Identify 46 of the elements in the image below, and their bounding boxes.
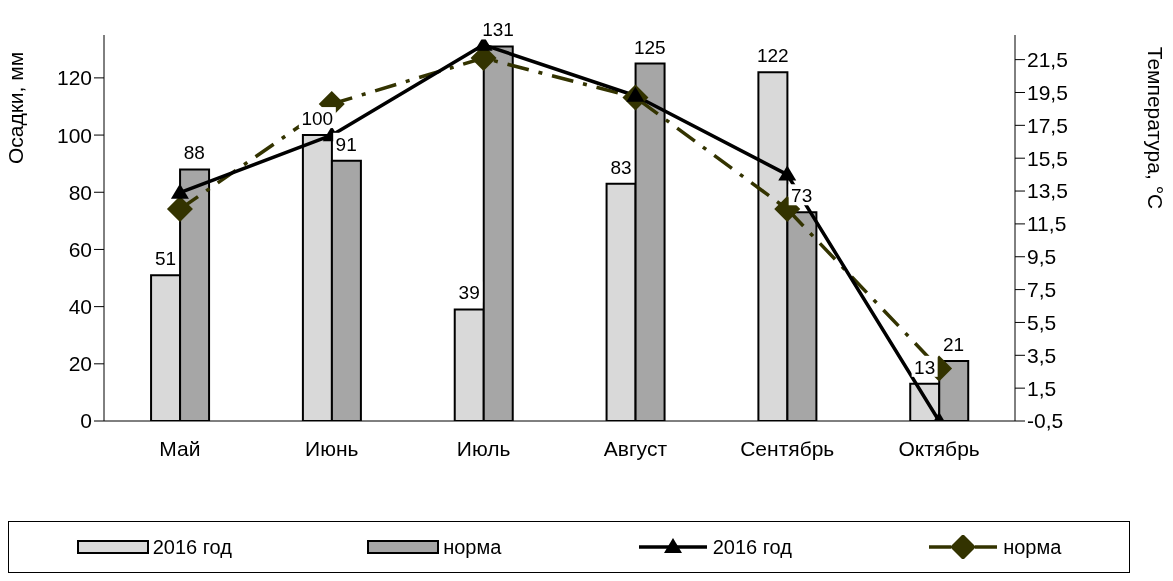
data-label: 21	[942, 333, 965, 355]
legend-label: норма	[1003, 535, 1062, 559]
data-label: 125	[633, 36, 666, 58]
y2-tick-label: 19,5	[1027, 80, 1068, 104]
data-label: 83	[610, 156, 632, 178]
y2-tick-label: 5,5	[1027, 310, 1057, 334]
y-tick-label: 20	[68, 352, 92, 376]
y-tick-label: 100	[56, 123, 92, 147]
x-tick-label: Июнь	[305, 436, 359, 460]
y2-tick-label: -0,5	[1027, 409, 1064, 433]
y2-tick-label: 17,5	[1027, 113, 1068, 137]
y-tick-label: 120	[56, 66, 92, 90]
y-tick-label: 60	[68, 237, 92, 261]
y2-tick-label: 11,5	[1027, 212, 1067, 236]
x-tick-label: Октябрь	[898, 436, 980, 460]
data-label: 100	[301, 108, 334, 130]
y2-tick-label: 9,5	[1027, 245, 1057, 269]
data-label: 13	[914, 356, 936, 378]
point	[778, 165, 797, 181]
y2-axis-title: Температура, °C	[1143, 46, 1167, 210]
point	[170, 183, 189, 199]
y-tick-label: 80	[68, 180, 92, 204]
data-label: 122	[756, 45, 789, 67]
x-tick-label: Июль	[456, 436, 511, 460]
y2-tick-label: 13,5	[1027, 179, 1068, 203]
data-label: 91	[335, 133, 357, 155]
y2-tick-label: 7,5	[1027, 278, 1057, 302]
y-tick-label: 40	[68, 295, 92, 319]
y2-tick-label: 21,5	[1027, 48, 1068, 72]
legend-label: 2016 год	[152, 535, 232, 559]
data-label: 51	[154, 248, 177, 270]
data-label: 131	[482, 19, 514, 41]
point	[166, 196, 193, 223]
legend-label: норма	[443, 535, 502, 559]
x-tick-label: Сентябрь	[740, 436, 835, 460]
data-label: 39	[458, 282, 480, 304]
y-tick-label: 0	[80, 409, 92, 433]
y2-tick-label: 15,5	[1027, 146, 1068, 170]
y-axis-title: Осадки, мм	[4, 51, 28, 165]
y2-tick-label: 3,5	[1027, 343, 1057, 367]
y2-tick-label: 1,5	[1027, 376, 1057, 400]
data-label: 73	[791, 185, 813, 207]
legend-label: 2016 год	[712, 535, 792, 559]
x-tick-label: Май	[159, 436, 201, 460]
x-tick-label: Август	[603, 436, 668, 460]
data-label: 88	[183, 142, 205, 164]
